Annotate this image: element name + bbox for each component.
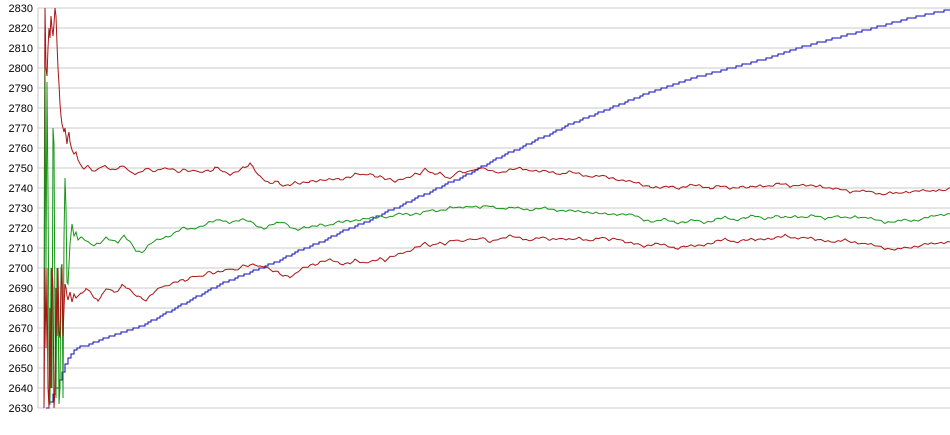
- green-middle-line: [43, 67, 950, 409]
- y-axis-tick-label: 2770: [9, 123, 33, 135]
- y-axis-tick-label: 2760: [9, 143, 33, 155]
- blue-rising-cumulative-line: [46, 9, 950, 409]
- y-axis-tick-label: 2780: [9, 103, 33, 115]
- y-axis-tick-label: 2680: [9, 303, 33, 315]
- y-axis-tick-label: 2720: [9, 223, 33, 235]
- y-axis-tick-label: 2740: [9, 183, 33, 195]
- y-axis-tick-label: 2820: [9, 23, 33, 35]
- y-axis-tick-label: 2650: [9, 363, 33, 375]
- y-axis-tick-label: 2660: [9, 343, 33, 355]
- y-axis-tick-label: 2670: [9, 323, 33, 335]
- y-axis-tick-label: 2800: [9, 63, 33, 75]
- y-axis-tick-label: 2640: [9, 383, 33, 395]
- y-axis-tick-label: 2730: [9, 203, 33, 215]
- red-upper-band-line: [43, 7, 950, 409]
- y-axis-tick-label: 2690: [9, 283, 33, 295]
- y-axis-tick-label: 2750: [9, 163, 33, 175]
- y-axis-tick-label: 2710: [9, 243, 33, 255]
- y-axis-tick-label: 2700: [9, 263, 33, 275]
- y-axis-tick-label: 2830: [9, 3, 33, 15]
- y-axis-tick-label: 2810: [9, 43, 33, 55]
- y-axis-tick-label: 2630: [9, 403, 33, 415]
- red-lower-band-line: [43, 233, 950, 409]
- y-axis-tick-label: 2790: [9, 83, 33, 95]
